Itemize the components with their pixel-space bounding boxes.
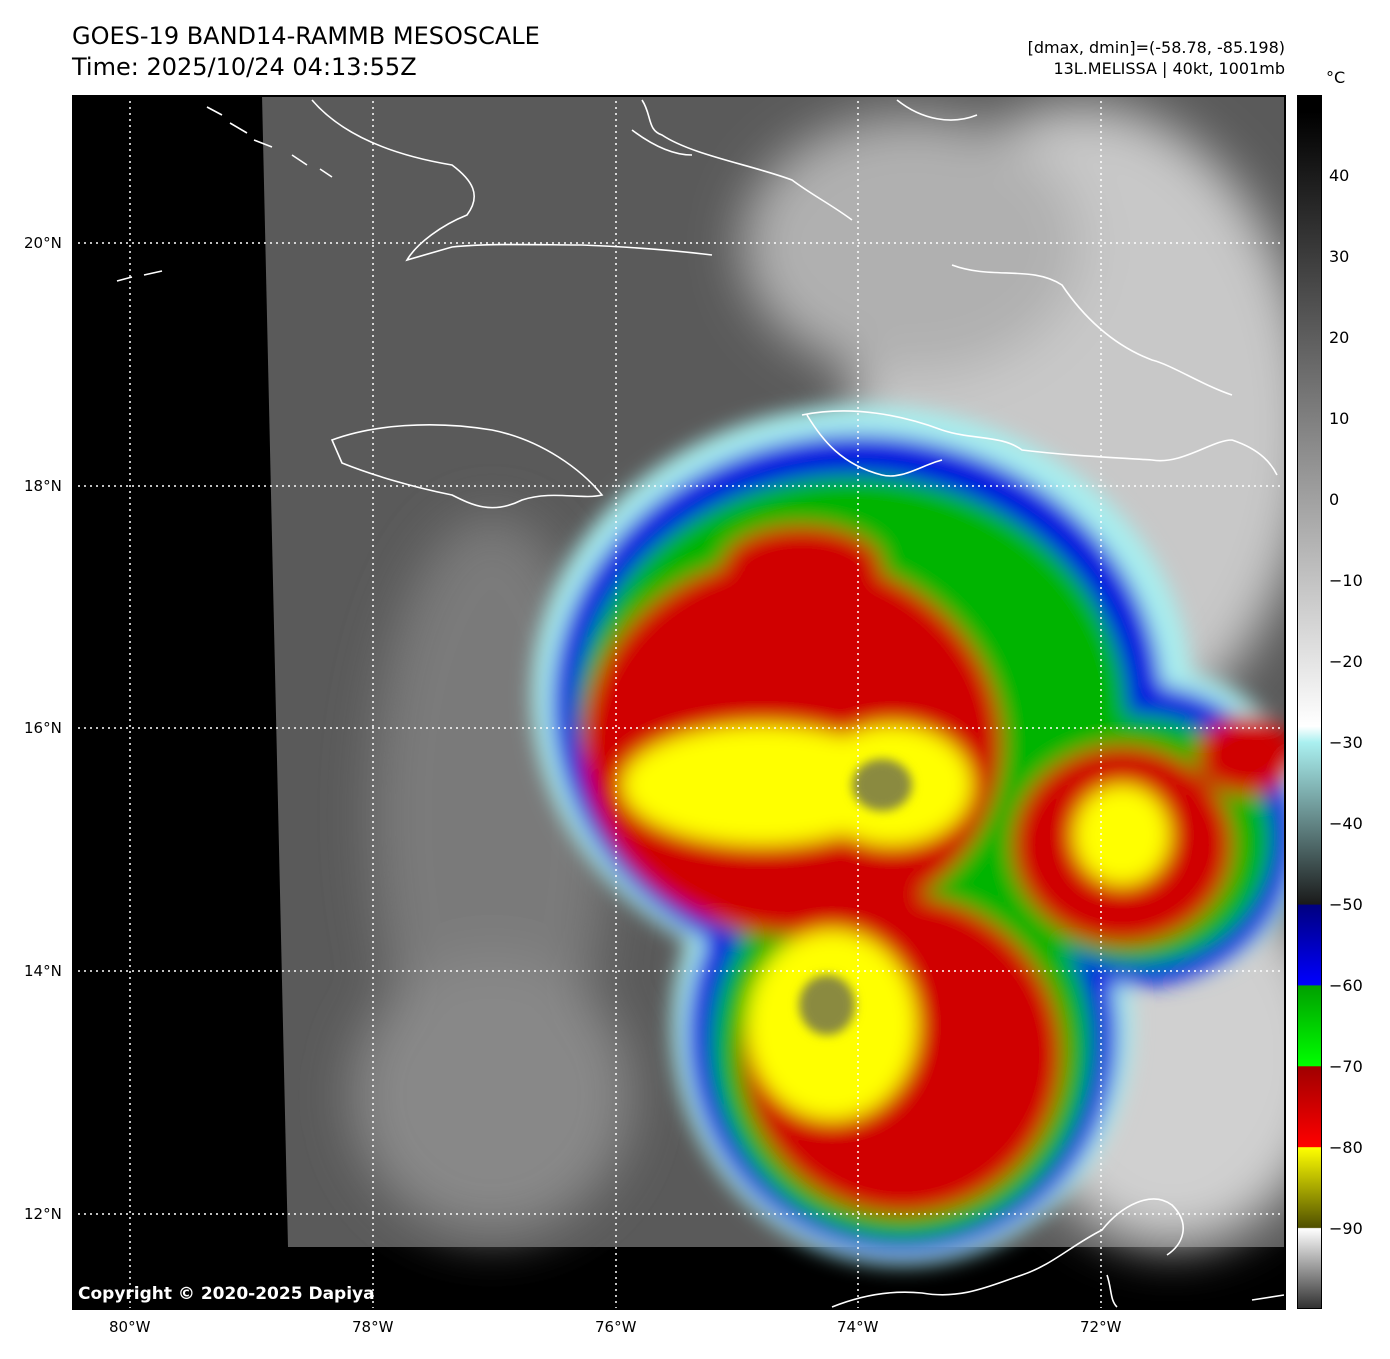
- chart-time: Time: 2025/10/24 04:13:55Z: [72, 53, 417, 81]
- colorbar-tick-label: −70: [1329, 1057, 1363, 1076]
- colorbar-unit: °C: [1326, 68, 1346, 87]
- lon-tick-74w: 74°W: [837, 1318, 879, 1336]
- satellite-map: [72, 95, 1286, 1310]
- colorbar: [1297, 95, 1322, 1309]
- colorbar-tick-label: −10: [1329, 571, 1363, 590]
- coast-caymans: [116, 106, 333, 282]
- coastlines: [116, 99, 1285, 1308]
- colorbar-tick-label: 0: [1329, 490, 1340, 509]
- colorbar-tick-label: 20: [1329, 328, 1350, 347]
- colorbar-tick-label: −80: [1329, 1138, 1363, 1157]
- coast-bahamas: [631, 99, 978, 156]
- colorbar-tick-label: −90: [1329, 1219, 1363, 1238]
- lat-tick-12n: 12°N: [24, 1205, 62, 1223]
- colorbar-tick-label: 40: [1329, 166, 1350, 185]
- colorbar-fill: [1297, 95, 1322, 1309]
- graticule: [72, 95, 1286, 1310]
- lat-tick-20n: 20°N: [24, 234, 62, 252]
- lon-tick-76w: 76°W: [595, 1318, 637, 1336]
- chart-title: GOES-19 BAND14-RAMMB MESOSCALE: [72, 22, 540, 50]
- cold-core-south: [799, 975, 855, 1035]
- colorbar-tick-label: 10: [1329, 409, 1350, 428]
- cold-core-north: [852, 759, 912, 811]
- cloud-field-sw: [352, 955, 632, 1235]
- lat-tick-16n: 16°N: [24, 719, 62, 737]
- lon-tick-80w: 80°W: [109, 1318, 151, 1336]
- coast-south-america: [831, 1198, 1285, 1308]
- lon-tick-72w: 72°W: [1080, 1318, 1122, 1336]
- lat-tick-18n: 18°N: [24, 477, 62, 495]
- coast-hispaniola: [801, 264, 1278, 477]
- colorbar-tick-label: 30: [1329, 247, 1350, 266]
- storm-text: 13L.MELISSA | 40kt, 1001mb: [1053, 59, 1285, 78]
- range-text: [dmax, dmin]=(-58.78, -85.198): [1027, 38, 1285, 57]
- colorbar-tick-label: −40: [1329, 814, 1363, 833]
- colorbar-tick-label: −60: [1329, 976, 1363, 995]
- coast-jamaica: [330, 424, 604, 509]
- colorbar-tick-label: −20: [1329, 652, 1363, 671]
- colorbar-tick-label: −50: [1329, 895, 1363, 914]
- cloud-field-n: [742, 115, 1082, 375]
- copyright-text: Copyright © 2020-2025 Dapiya: [78, 1284, 375, 1304]
- lon-tick-78w: 78°W: [352, 1318, 394, 1336]
- colorbar-tick-label: −30: [1329, 733, 1363, 752]
- lat-tick-14n: 14°N: [24, 962, 62, 980]
